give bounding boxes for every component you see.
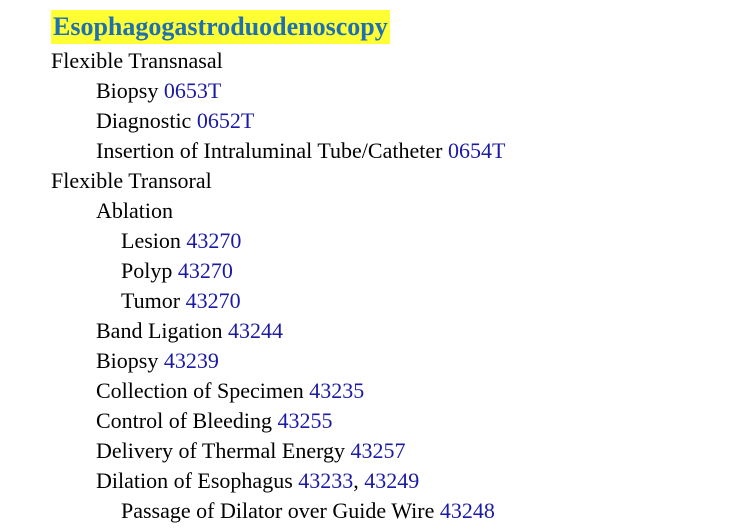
code-separator: ,: [353, 468, 365, 493]
code-link[interactable]: 0652T: [196, 108, 255, 133]
entry-label: Flexible Transnasal: [51, 48, 223, 73]
index-heading: Esophagogastroduodenoscopy: [51, 10, 390, 44]
code-link[interactable]: 43239: [163, 348, 219, 373]
entry-label: Delivery of Thermal Energy: [96, 438, 346, 463]
entry-label: Insertion of Intraluminal Tube/Catheter: [96, 138, 443, 163]
entry-label: Biopsy: [96, 348, 159, 373]
entry-label: Control of Bleeding: [96, 408, 272, 433]
code-link[interactable]: 43235: [309, 378, 365, 403]
code-link[interactable]: 43244: [227, 318, 283, 343]
entry-label: Lesion: [121, 228, 181, 253]
index-entry: Band Ligation 43244: [96, 316, 283, 346]
entry-label: Flexible Transoral: [51, 168, 212, 193]
entry-label: Ablation: [96, 198, 173, 223]
entry-label: Biopsy: [96, 78, 159, 103]
index-entry: Flexible Transnasal: [51, 46, 223, 76]
heading-container: Esophagogastroduodenoscopy: [51, 10, 390, 44]
index-entry: Ablation: [96, 196, 173, 226]
code-link[interactable]: 43255: [277, 408, 333, 433]
entry-label: Polyp: [121, 258, 173, 283]
entry-label: Dilation of Esophagus: [96, 468, 293, 493]
code-link[interactable]: 43257: [350, 438, 406, 463]
index-entry: Diagnostic 0652T: [96, 106, 254, 136]
index-entry: Delivery of Thermal Energy 43257: [96, 436, 406, 466]
entry-label: Diagnostic: [96, 108, 192, 133]
index-entry: Tumor 43270: [121, 286, 241, 316]
index-entry: Biopsy 0653T: [96, 76, 221, 106]
entry-label: Passage of Dilator over Guide Wire: [121, 498, 435, 523]
code-link[interactable]: 0654T: [447, 138, 506, 163]
index-entry: Dilation of Esophagus 43233, 43249: [96, 466, 419, 496]
code-link[interactable]: 43248: [439, 498, 495, 523]
index-entry: Polyp 43270: [121, 256, 233, 286]
index-entry: Insertion of Intraluminal Tube/Catheter …: [96, 136, 505, 166]
entry-label: Band Ligation: [96, 318, 223, 343]
code-link[interactable]: 43270: [186, 228, 242, 253]
index-entry: Biopsy 43239: [96, 346, 219, 376]
code-link[interactable]: 0653T: [163, 78, 222, 103]
index-entry: Control of Bleeding 43255: [96, 406, 332, 436]
entry-label: Tumor: [121, 288, 181, 313]
code-link[interactable]: 43233: [298, 468, 354, 493]
index-entry: Flexible Transoral: [51, 166, 212, 196]
index-entry: Passage of Dilator over Guide Wire 43248: [121, 496, 495, 526]
index-entry: Collection of Specimen 43235: [96, 376, 364, 406]
entry-label: Collection of Specimen: [96, 378, 304, 403]
code-link[interactable]: 43270: [177, 258, 233, 283]
code-link[interactable]: 43270: [185, 288, 241, 313]
index-entry: Lesion 43270: [121, 226, 241, 256]
code-link[interactable]: 43249: [364, 468, 420, 493]
